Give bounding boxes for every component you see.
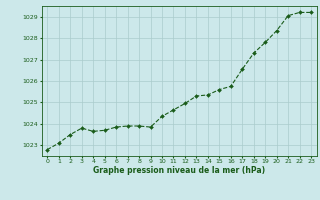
X-axis label: Graphe pression niveau de la mer (hPa): Graphe pression niveau de la mer (hPa)	[93, 166, 265, 175]
